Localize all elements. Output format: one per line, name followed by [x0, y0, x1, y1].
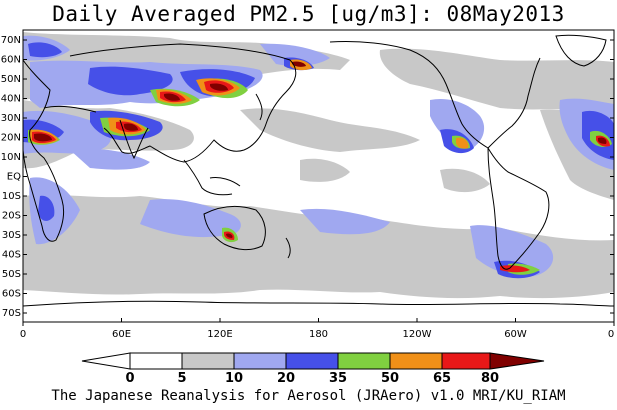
colorbar-label: 35: [329, 371, 347, 386]
bin-over-80-regions: [34, 61, 607, 238]
lat-label: 50S: [2, 269, 21, 280]
lat-axis: 70N 60N 50N 40N 30N 20N 10N EQ 10S 20S 3…: [1, 35, 614, 319]
lon-label: 0: [608, 329, 614, 340]
lat-label: 40S: [2, 250, 21, 261]
footer-credit: The Japanese Reanalysis for Aerosol (JRA…: [51, 388, 566, 404]
lon-label: 0: [20, 329, 26, 340]
lat-label: 70S: [2, 308, 21, 319]
colorbar-label: 5: [177, 371, 186, 386]
colorbar-swatch-2: [181, 352, 235, 370]
colorbar-swatch-0: [81, 352, 131, 370]
lat-label: 20S: [2, 211, 21, 222]
lon-axis: 0 60E 120E 180 120W 60W 0: [20, 318, 615, 340]
colorbar-swatch-6: [389, 352, 443, 370]
colorbar-label: 50: [381, 371, 399, 386]
colorbar-swatch-1: [129, 352, 183, 370]
pm25-field: [23, 30, 614, 322]
lat-label: 10S: [2, 191, 21, 202]
colorbar: [81, 352, 545, 370]
colorbar-swatch-3: [233, 352, 287, 370]
colorbar-label: 10: [225, 371, 243, 386]
colorbar-label: 0: [125, 371, 134, 386]
lat-label: 40N: [1, 94, 21, 105]
lon-label: 120W: [403, 329, 432, 340]
lat-label: 30N: [1, 113, 21, 124]
lat-label: 30S: [2, 230, 21, 241]
lat-label: 60S: [2, 289, 21, 300]
lat-label: 70N: [1, 35, 21, 46]
lat-label: EQ: [7, 172, 21, 183]
colorbar-label: 65: [433, 371, 451, 386]
colorbar-swatch-8: [489, 352, 545, 370]
map-title: Daily Averaged PM2.5 [ug/m3]: 08May2013: [52, 2, 565, 26]
coastlines: [23, 34, 614, 307]
lon-label: 120E: [207, 329, 232, 340]
colorbar-labels: 0 5 10 20 35 50 65 80: [125, 371, 499, 386]
lon-label: 60W: [504, 329, 527, 340]
colorbar-swatch-5: [337, 352, 391, 370]
lat-label: 60N: [1, 55, 21, 66]
colorbar-swatch-4: [285, 352, 339, 370]
lon-label: 60E: [112, 329, 131, 340]
lat-label: 20N: [1, 133, 21, 144]
lon-label: 180: [309, 329, 328, 340]
colorbar-label: 20: [277, 371, 295, 386]
lat-label: 10N: [1, 152, 21, 163]
colorbar-swatch-7: [441, 352, 491, 370]
colorbar-label: 80: [481, 371, 499, 386]
lat-label: 50N: [1, 74, 21, 85]
